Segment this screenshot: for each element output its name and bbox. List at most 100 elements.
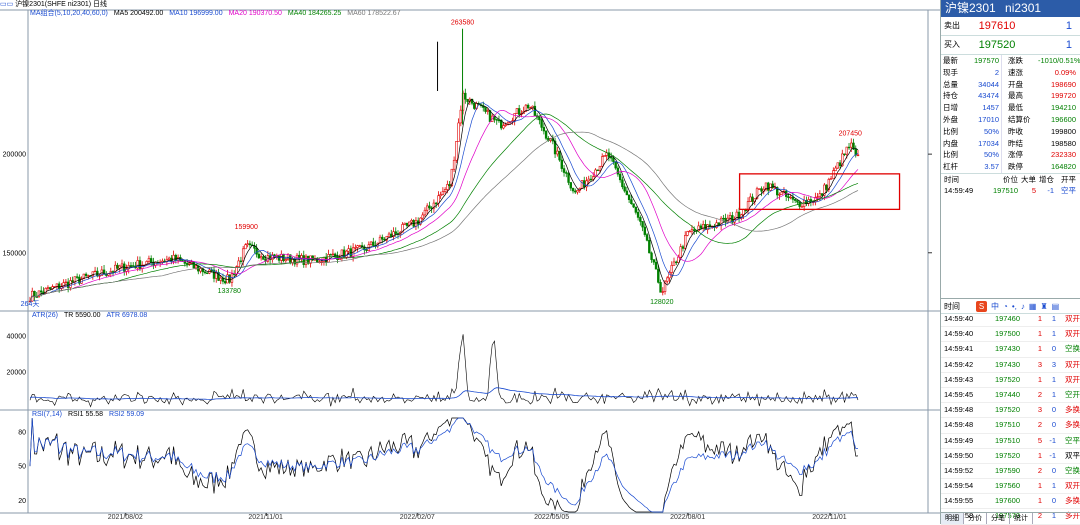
candle-body: [394, 231, 397, 234]
tick-price: 197600: [994, 496, 1020, 506]
candle-body: [796, 200, 799, 203]
candle-body: [524, 104, 528, 112]
chart-area[interactable]: 200000 150000 263580 159900 133780 128020 2074…: [0, 0, 940, 524]
tick-row[interactable]: 14:59:52 197590 2 0 空换: [941, 464, 1080, 480]
tick-row[interactable]: 14:59:40 197460 1 1 双开: [941, 312, 1080, 328]
tick-price: 197510: [994, 435, 1020, 445]
tick-row[interactable]: 14:59:40 197500 1 1 双开: [941, 327, 1080, 343]
tr-oi: -1: [1047, 185, 1054, 195]
candle-body: [600, 156, 604, 167]
tr-price: 197510: [992, 185, 1018, 195]
moon-icon[interactable]: ◔: [1003, 301, 1008, 311]
ma10-line: [29, 102, 859, 302]
candle-body: [780, 191, 783, 195]
tick-price: 197510: [994, 420, 1020, 430]
candle-body: [284, 259, 288, 262]
grid-icon[interactable]: ▤: [1051, 301, 1060, 311]
candle-body: [82, 273, 86, 280]
candle-body: [645, 234, 649, 241]
quote-key: 昨结: [1001, 137, 1038, 150]
chart-title-text: 沪镍2301(SHFE ni2301) 日线: [15, 1, 108, 8]
microphone-icon[interactable]: ♪: [1020, 301, 1025, 311]
candle-body: [354, 247, 357, 249]
candle-body: [778, 194, 781, 196]
tick-list[interactable]: 14:59:40 197460 1 1 双开 14:59:40 197500 1 1 双开 14:5…: [941, 312, 1080, 525]
tick-time: 14:59:52: [944, 465, 974, 475]
symbol-header: 沪镍2301 ni2301: [941, 0, 1080, 17]
candle-body: [502, 125, 505, 129]
tick-volume: 2: [1037, 389, 1042, 399]
candle-body: [246, 243, 249, 246]
candle-body: [185, 263, 189, 265]
tick-type: 空平: [1065, 435, 1080, 445]
tick-price: 197500: [994, 329, 1020, 339]
tick-row[interactable]: 14:59:49 197510 5 -1 空平: [941, 434, 1080, 449]
candle-body: [787, 196, 790, 198]
candle-body: [589, 178, 593, 181]
kline-chart[interactable]: 200000 150000 263580 159900 133780 128020 2074…: [0, 0, 940, 524]
tick-row[interactable]: 14:59:45 197440 2 1 空开: [941, 388, 1080, 404]
shirt-icon[interactable]: ♜: [1040, 301, 1048, 311]
candle-body: [569, 182, 572, 189]
tick-row[interactable]: 14:59:41 197430 1 0 空换: [941, 342, 1080, 358]
price-annotation: 264天: [21, 300, 40, 308]
tick-row[interactable]: 14:59:54 197560 1 1 双开: [941, 479, 1080, 495]
candle-body: [650, 252, 653, 260]
tick-volume: 1: [1037, 344, 1042, 354]
tab-0[interactable]: 明细: [941, 513, 964, 524]
candle-body: [544, 130, 548, 139]
tick-oi: 0: [1051, 405, 1056, 415]
tick-time: 14:59:55: [944, 496, 974, 506]
quote-key: 涨停: [1001, 149, 1038, 162]
tab-1[interactable]: 分价: [964, 513, 987, 524]
candle-body: [793, 199, 797, 201]
candle-body: [625, 190, 629, 196]
candle-body: [618, 173, 622, 181]
bid-row[interactable]: 买入 197520 1: [941, 36, 1080, 55]
candle-body: [84, 273, 88, 277]
candle-body: [174, 254, 178, 261]
candle-body: [329, 254, 332, 256]
candle-body: [464, 92, 467, 100]
chinese-input-icon[interactable]: 中: [991, 301, 999, 311]
quote-key: 杠杆: [943, 162, 958, 172]
candle-body: [452, 159, 456, 170]
tick-row[interactable]: 14:59:43 197520 1 1 双开: [941, 373, 1080, 388]
punctuation-icon[interactable]: •,: [1011, 301, 1017, 311]
candle-body: [365, 249, 368, 251]
tick-type: 双开: [1065, 374, 1080, 384]
candle-body: [369, 241, 373, 245]
quote-row: 总量 34044 开盘 198690: [941, 78, 1080, 91]
candle-body: [823, 184, 826, 196]
quote-value: 194210: [1050, 103, 1076, 113]
candle-body: [614, 161, 617, 169]
keyboard-icon[interactable]: ▦: [1028, 301, 1037, 311]
tick-type: 多开: [1065, 511, 1080, 521]
candle-body: [401, 224, 404, 233]
tick-row[interactable]: 14:59:42 197430 3 3 双开: [941, 358, 1080, 373]
ask-volume: 1: [1065, 20, 1072, 32]
candle-body: [333, 253, 337, 256]
tick-row[interactable]: 14:59:50 197520 1 -1 双平: [941, 449, 1080, 464]
candle-body: [421, 214, 424, 219]
candle-body: [466, 98, 469, 102]
tick-row[interactable]: 14:59:55 197600 1 0 多换: [941, 494, 1080, 510]
tab-3[interactable]: 统计: [1010, 513, 1033, 524]
quote-value: 198580: [1050, 138, 1076, 148]
quote-value: 17034: [978, 138, 999, 148]
tab-2[interactable]: 分笔: [987, 513, 1010, 524]
candle-body: [203, 271, 207, 274]
tick-row[interactable]: 14:59:48 197510 2 0 多换: [941, 418, 1080, 434]
atr-legend: ATR(26) TR 5590.00 ATR 6978.08: [32, 311, 153, 321]
candle-body: [342, 249, 346, 258]
tick-oi: 1: [1051, 329, 1056, 339]
tick-row[interactable]: 14:59:48 197520 3 0 多换: [941, 403, 1080, 419]
th-oi: 增仓: [1039, 174, 1054, 184]
candle-body: [87, 275, 90, 277]
tick-type: 空换: [1065, 465, 1080, 475]
sogou-logo-icon[interactable]: S: [976, 300, 987, 312]
bid-volume: 1: [1065, 39, 1072, 51]
tick-oi: 0: [1051, 344, 1056, 354]
candle-body: [33, 290, 36, 298]
ask-row[interactable]: 卖出 197610 1: [941, 17, 1080, 36]
